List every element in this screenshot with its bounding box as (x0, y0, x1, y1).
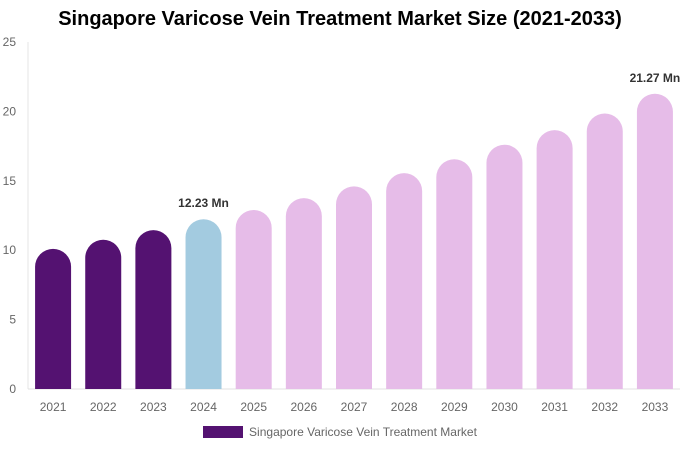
x-tick-label: 2030 (491, 400, 518, 414)
legend-swatch (203, 426, 244, 438)
y-tick-label: 25 (3, 35, 17, 49)
x-tick-label: 2021 (40, 400, 67, 414)
bar-2027 (336, 186, 372, 389)
data-label: 12.23 Mn (178, 196, 229, 210)
bar-2026 (285, 198, 322, 389)
bar-2025 (235, 209, 272, 389)
x-tick-label: 2033 (642, 400, 669, 414)
y-tick-label: 5 (9, 313, 16, 327)
x-tick-label: 2032 (591, 400, 618, 414)
bar-2033 (636, 93, 673, 390)
bar-2023 (135, 230, 172, 389)
bar-2029 (436, 159, 473, 389)
bar-2032 (586, 113, 623, 389)
x-tick-label: 2025 (240, 400, 267, 414)
data-label: 21.27 Mn (630, 71, 680, 85)
y-tick-label: 10 (3, 243, 17, 257)
bar-2022 (85, 239, 122, 389)
bar-2024 (185, 219, 222, 389)
bar-2021 (35, 248, 72, 389)
x-tick-label: 2022 (90, 400, 117, 414)
bar-2031 (536, 130, 573, 389)
x-tick-label: 2026 (290, 400, 317, 414)
y-tick-label: 0 (9, 382, 16, 396)
y-tick-label: 15 (3, 174, 17, 188)
x-tick-label: 2031 (541, 400, 568, 414)
x-tick-label: 2027 (341, 400, 368, 414)
x-tick-label: 2029 (441, 400, 468, 414)
legend: Singapore Varicose Vein Treatment Market (0, 425, 680, 439)
y-tick-label: 20 (3, 104, 17, 118)
legend-label: Singapore Varicose Vein Treatment Market (249, 425, 477, 439)
x-tick-label: 2023 (140, 400, 167, 414)
bar-2030 (486, 144, 523, 389)
x-tick-label: 2028 (391, 400, 418, 414)
x-tick-label: 2024 (190, 400, 217, 414)
bar-2028 (386, 173, 423, 389)
chart-title: Singapore Varicose Vein Treatment Market… (58, 8, 622, 30)
